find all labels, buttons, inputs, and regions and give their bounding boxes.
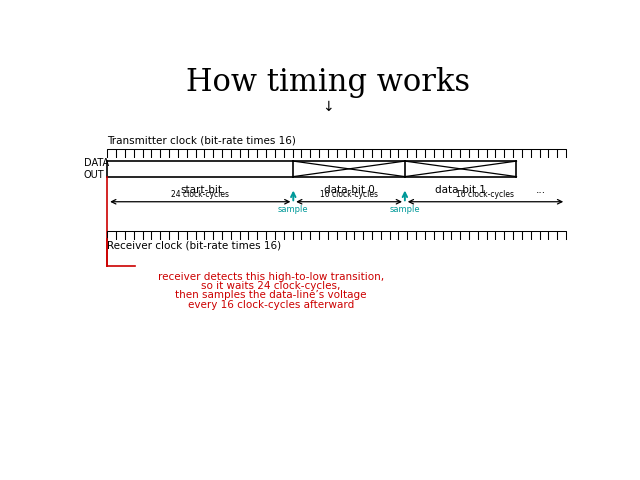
Text: ↓: ↓ bbox=[322, 100, 334, 114]
Text: 24 clock-cycles: 24 clock-cycles bbox=[172, 190, 229, 199]
Text: so it waits 24 clock-cycles,: so it waits 24 clock-cycles, bbox=[201, 281, 340, 291]
Text: sample: sample bbox=[278, 205, 308, 215]
Text: How timing works: How timing works bbox=[186, 67, 470, 98]
Text: Receiver clock (bit-rate times 16): Receiver clock (bit-rate times 16) bbox=[108, 240, 282, 251]
Text: start-bit: start-bit bbox=[180, 185, 223, 195]
Text: data-bit 1: data-bit 1 bbox=[435, 185, 486, 195]
Text: 16 clock-cycles: 16 clock-cycles bbox=[320, 190, 378, 199]
Text: Transmitter clock (bit-rate times 16): Transmitter clock (bit-rate times 16) bbox=[108, 135, 296, 145]
Text: ...: ... bbox=[536, 185, 547, 195]
Text: data-bit 0: data-bit 0 bbox=[324, 185, 374, 195]
Text: 16 clock-cycles: 16 clock-cycles bbox=[456, 190, 515, 199]
Text: receiver detects this high-to-low transition,: receiver detects this high-to-low transi… bbox=[158, 272, 384, 282]
Text: sample: sample bbox=[390, 205, 420, 215]
Text: DATA
OUT: DATA OUT bbox=[84, 158, 109, 180]
Text: every 16 clock-cycles afterward: every 16 clock-cycles afterward bbox=[188, 300, 354, 310]
Text: then samples the data-line’s voltage: then samples the data-line’s voltage bbox=[175, 290, 367, 300]
